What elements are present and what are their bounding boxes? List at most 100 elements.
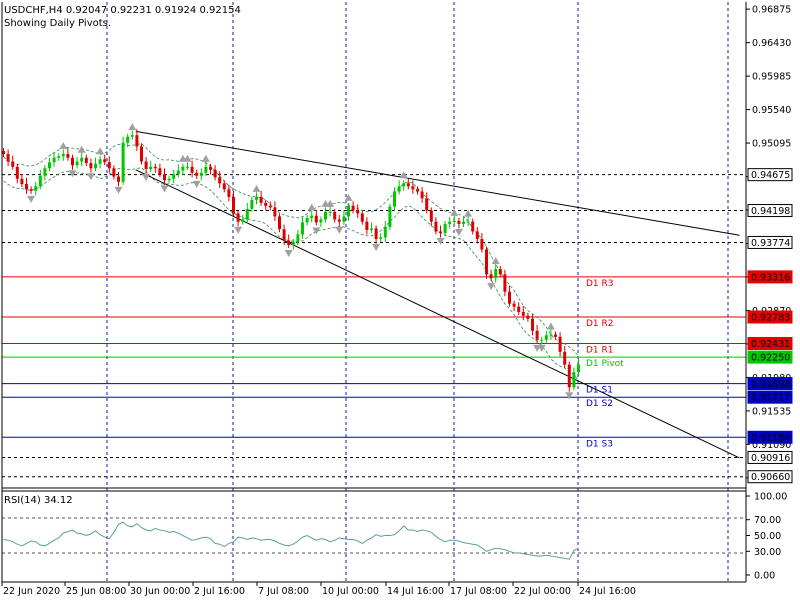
candle-body bbox=[383, 226, 387, 238]
candle-body bbox=[80, 157, 84, 162]
candle-body bbox=[48, 162, 51, 169]
candle-body bbox=[291, 241, 295, 245]
candle-body bbox=[425, 198, 429, 211]
fractal-down-marker bbox=[142, 174, 151, 182]
candle-body bbox=[245, 208, 249, 220]
candle-body bbox=[512, 303, 516, 307]
candle-body bbox=[84, 157, 88, 163]
rsi-line bbox=[3, 521, 579, 560]
fractal-down-marker bbox=[436, 237, 445, 245]
candle-body bbox=[190, 166, 194, 173]
candle-body bbox=[144, 161, 148, 170]
fractal-up-marker bbox=[128, 123, 137, 131]
fractal-up-marker bbox=[252, 184, 261, 192]
rsi-tick-label: 0.00 bbox=[754, 571, 775, 582]
candle-body bbox=[140, 146, 143, 162]
candle-body bbox=[29, 189, 33, 191]
time-tick-label: 7 Jul 08:00 bbox=[258, 586, 309, 597]
price-tick-label: 0.95540 bbox=[752, 105, 791, 116]
fractal-down-marker bbox=[284, 250, 293, 258]
candle-body bbox=[222, 183, 226, 190]
pivot-level-tag-box bbox=[747, 336, 793, 350]
fractal-up-marker bbox=[77, 145, 86, 153]
candle-body bbox=[94, 163, 97, 169]
price-tick-label: 0.91090 bbox=[752, 440, 791, 451]
pivot-level-tag-box bbox=[747, 377, 793, 391]
time-tick-label: 22 Jul 00:00 bbox=[514, 586, 571, 597]
lower-band bbox=[3, 167, 579, 381]
candle-body bbox=[374, 228, 378, 239]
candles bbox=[2, 129, 580, 392]
fractal-up-marker bbox=[399, 171, 408, 179]
candle-body bbox=[107, 162, 111, 169]
candle-body bbox=[227, 189, 231, 197]
pivot-level-tag: 0.92431 bbox=[751, 339, 790, 350]
rsi-tick-label: 100.00 bbox=[754, 492, 787, 503]
candle-body bbox=[521, 311, 525, 316]
candle-body bbox=[526, 315, 530, 319]
candle-body bbox=[112, 168, 116, 177]
candle-body bbox=[388, 206, 392, 227]
candle-body bbox=[475, 231, 479, 239]
candle-body bbox=[549, 334, 553, 336]
dashed-level-tag: 0.90660 bbox=[751, 472, 790, 483]
fractal-up-marker bbox=[59, 141, 68, 149]
trendline bbox=[135, 169, 740, 459]
fractal-down-marker bbox=[192, 180, 201, 188]
candle-body bbox=[130, 135, 134, 137]
fractal-down-marker bbox=[27, 195, 36, 203]
candle-body bbox=[498, 269, 502, 275]
candle-body bbox=[531, 318, 534, 331]
fractal-down-marker bbox=[114, 186, 123, 194]
candle-body bbox=[351, 205, 355, 211]
candle-body bbox=[172, 174, 176, 179]
fractal-down-marker bbox=[454, 228, 463, 236]
pivot-level-tag-box bbox=[747, 390, 793, 404]
candle-body bbox=[296, 234, 300, 242]
fractal-down-marker bbox=[68, 170, 77, 178]
candle-body bbox=[241, 219, 245, 222]
candle-body bbox=[406, 183, 410, 187]
candle-body bbox=[480, 238, 484, 250]
candle-body bbox=[554, 334, 557, 337]
pivot-level-tag: 0.93316 bbox=[751, 272, 790, 283]
candle-body bbox=[232, 196, 235, 214]
candle-body bbox=[20, 178, 24, 185]
candle-body bbox=[448, 221, 452, 224]
candle-body bbox=[268, 205, 272, 208]
candle-body bbox=[485, 249, 488, 275]
candle-body bbox=[25, 184, 28, 190]
candle-body bbox=[416, 189, 419, 192]
fractal-up-marker bbox=[464, 209, 473, 217]
candle-body bbox=[181, 166, 185, 171]
fractal-markers bbox=[27, 123, 574, 400]
pivot-level-tag: 0.92250 bbox=[751, 353, 790, 364]
candle-body bbox=[393, 191, 396, 207]
candle-body bbox=[153, 166, 157, 169]
candle-body bbox=[420, 191, 424, 199]
candle-body bbox=[452, 220, 456, 222]
candle-body bbox=[402, 183, 406, 187]
rsi-tick-label: 30.00 bbox=[754, 547, 781, 558]
fractal-down-marker bbox=[372, 244, 381, 252]
candle-body bbox=[471, 221, 475, 232]
candle-body bbox=[503, 274, 507, 292]
fractal-up-marker bbox=[201, 154, 210, 162]
axes bbox=[1, 2, 747, 583]
candle-body bbox=[264, 202, 268, 206]
candle-body bbox=[558, 336, 562, 352]
trendlines bbox=[135, 130, 740, 459]
dashed-level-tag-box bbox=[747, 450, 793, 464]
candle-body bbox=[66, 153, 70, 158]
time-tick-label: 14 Jul 16:00 bbox=[387, 586, 444, 597]
pivot-level-tag: 0.92783 bbox=[751, 312, 790, 323]
candle-body bbox=[250, 199, 254, 209]
time-tick-label: 10 Jul 00:00 bbox=[322, 586, 379, 597]
candle-body bbox=[117, 176, 120, 182]
fractal-up-marker bbox=[326, 199, 335, 207]
candle-body bbox=[121, 142, 125, 182]
candle-body bbox=[199, 172, 203, 176]
